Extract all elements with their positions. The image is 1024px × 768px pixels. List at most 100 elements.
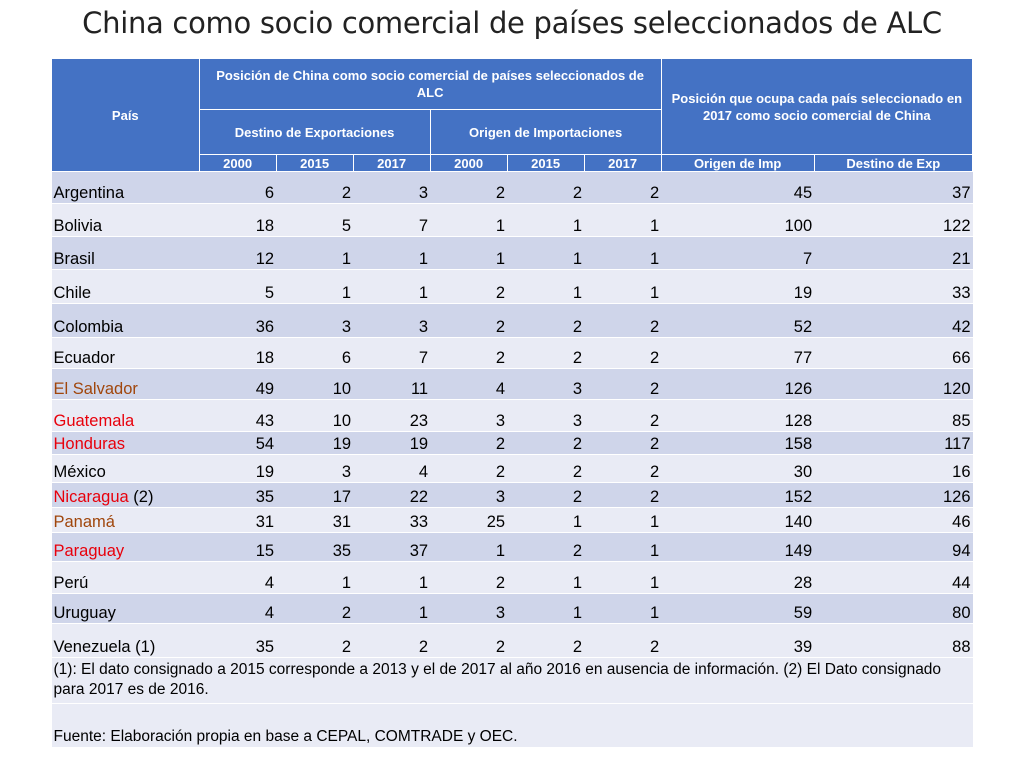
value-cell: 2 bbox=[276, 171, 354, 204]
value-cell: 1 bbox=[584, 236, 662, 270]
value-cell: 7 bbox=[353, 203, 431, 237]
value-cell: 4 bbox=[199, 593, 277, 624]
value-cell: 1 bbox=[276, 269, 354, 304]
value-cell: 2 bbox=[507, 303, 585, 338]
country-note-marker: (2) bbox=[128, 488, 154, 506]
value-cell: 19 bbox=[661, 269, 815, 304]
value-cell: 1 bbox=[584, 532, 662, 562]
country-name: Panamá bbox=[53, 513, 115, 531]
value-cell: 6 bbox=[276, 337, 354, 369]
country-cell: Uruguay bbox=[51, 593, 200, 624]
value-cell: 2 bbox=[584, 482, 662, 508]
value-cell: 4 bbox=[199, 561, 277, 594]
country-cell: Chile bbox=[51, 269, 200, 304]
table-row: Ecuador 18 6 7 2 2 2 77 66 bbox=[51, 337, 973, 369]
value-cell: 1 bbox=[507, 269, 585, 304]
value-cell: 140 bbox=[661, 507, 815, 533]
value-cell: 1 bbox=[584, 269, 662, 304]
country-name: El Salvador bbox=[53, 380, 138, 398]
value-cell: 49 bbox=[199, 368, 277, 400]
header-rank-group: Posición que ocupa cada país seleccionad… bbox=[660, 58, 974, 155]
value-cell: 3 bbox=[507, 399, 585, 432]
value-cell: 1 bbox=[276, 236, 354, 270]
value-cell: 80 bbox=[814, 593, 973, 624]
country-name: Uruguay bbox=[53, 604, 116, 622]
country-cell: Venezuela (1) bbox=[51, 623, 200, 658]
header-origen-imp: Origen de Imp bbox=[660, 154, 815, 172]
value-cell: 77 bbox=[661, 337, 815, 369]
value-cell: 1 bbox=[430, 203, 508, 237]
value-cell: 2 bbox=[507, 623, 585, 658]
value-cell: 1 bbox=[507, 203, 585, 237]
header-position-group: Posición de China como socio comercial d… bbox=[198, 58, 662, 110]
table-row: Guatemala 43 10 23 3 3 2 128 85 bbox=[51, 399, 973, 432]
header-year: 2000 bbox=[429, 154, 508, 172]
value-cell: 2 bbox=[584, 368, 662, 400]
value-cell: 2 bbox=[584, 399, 662, 432]
value-cell: 128 bbox=[661, 399, 815, 432]
value-cell: 66 bbox=[814, 337, 973, 369]
slide-title: China como socio comercial de países sel… bbox=[82, 6, 942, 40]
value-cell: 1 bbox=[353, 269, 431, 304]
value-cell: 3 bbox=[507, 368, 585, 400]
country-name: Paraguay bbox=[53, 542, 125, 560]
country-cell: Bolivia bbox=[51, 203, 200, 237]
value-cell: 19 bbox=[353, 431, 431, 455]
table-body: Argentina 6 2 3 2 2 2 45 37 Bolivia 18 5 7 1 1 1 100 122 B… bbox=[51, 171, 973, 748]
header-origen-importaciones: Origen de Importaciones bbox=[429, 109, 662, 155]
value-cell: 2 bbox=[584, 303, 662, 338]
value-cell: 35 bbox=[276, 532, 354, 562]
table-row: Nicaragua (2) 35 17 22 3 2 2 152 126 bbox=[51, 482, 973, 508]
value-cell: 7 bbox=[661, 236, 815, 270]
value-cell: 45 bbox=[661, 171, 815, 204]
source-row: Fuente: Elaboración propia en base a CEP… bbox=[51, 703, 973, 748]
value-cell: 2 bbox=[584, 623, 662, 658]
value-cell: 1 bbox=[507, 507, 585, 533]
value-cell: 10 bbox=[276, 368, 354, 400]
value-cell: 126 bbox=[661, 368, 815, 400]
trade-partner-table: País Posición de China como socio comerc… bbox=[51, 58, 974, 748]
header-year: 2000 bbox=[198, 154, 277, 172]
value-cell: 3 bbox=[276, 303, 354, 338]
table-row: El Salvador 49 10 11 4 3 2 126 120 bbox=[51, 368, 973, 400]
value-cell: 30 bbox=[661, 454, 815, 483]
country-name: Nicaragua bbox=[53, 488, 129, 506]
value-cell: 37 bbox=[814, 171, 973, 204]
country-cell: Honduras bbox=[51, 431, 200, 455]
value-cell: 18 bbox=[199, 337, 277, 369]
value-cell: 88 bbox=[814, 623, 973, 658]
header-pais: País bbox=[51, 58, 200, 172]
value-cell: 31 bbox=[199, 507, 277, 533]
value-cell: 4 bbox=[353, 454, 431, 483]
value-cell: 3 bbox=[353, 303, 431, 338]
value-cell: 52 bbox=[661, 303, 815, 338]
table-row: México 19 3 4 2 2 2 30 16 bbox=[51, 454, 973, 483]
country-cell: Ecuador bbox=[51, 337, 200, 369]
value-cell: 158 bbox=[661, 431, 815, 455]
value-cell: 6 bbox=[199, 171, 277, 204]
country-name: Bolivia bbox=[53, 217, 103, 235]
value-cell: 1 bbox=[507, 236, 585, 270]
value-cell: 3 bbox=[430, 482, 508, 508]
country-name: Brasil bbox=[53, 250, 95, 268]
value-cell: 122 bbox=[814, 203, 973, 237]
value-cell: 1 bbox=[584, 507, 662, 533]
value-cell: 35 bbox=[199, 482, 277, 508]
table-row: Bolivia 18 5 7 1 1 1 100 122 bbox=[51, 203, 973, 237]
table-row: Perú 4 1 1 2 1 1 28 44 bbox=[51, 561, 973, 594]
value-cell: 22 bbox=[353, 482, 431, 508]
value-cell: 46 bbox=[814, 507, 973, 533]
country-cell: El Salvador bbox=[51, 368, 200, 400]
value-cell: 2 bbox=[584, 454, 662, 483]
value-cell: 100 bbox=[661, 203, 815, 237]
value-cell: 3 bbox=[353, 171, 431, 204]
country-cell: Guatemala bbox=[51, 399, 200, 432]
value-cell: 39 bbox=[661, 623, 815, 658]
value-cell: 54 bbox=[199, 431, 277, 455]
value-cell: 3 bbox=[430, 593, 508, 624]
country-name: México bbox=[53, 463, 106, 481]
value-cell: 33 bbox=[814, 269, 973, 304]
table-row: Chile 5 1 1 2 1 1 19 33 bbox=[51, 269, 973, 304]
value-cell: 1 bbox=[507, 593, 585, 624]
value-cell: 7 bbox=[353, 337, 431, 369]
